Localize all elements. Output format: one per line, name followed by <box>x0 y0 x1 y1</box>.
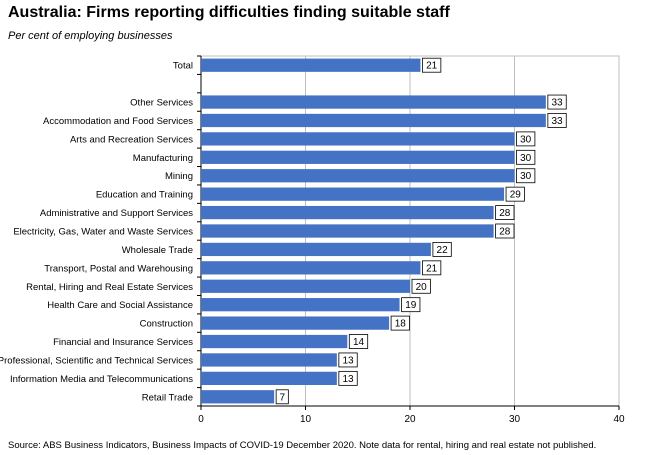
data-label-box <box>495 223 515 239</box>
data-label-box <box>338 352 358 368</box>
source-note: Source: ABS Business Indicators, Busines… <box>8 440 597 451</box>
data-label-box <box>516 131 536 147</box>
category-label: Administrative and Support Services <box>40 208 193 219</box>
bar <box>201 316 390 330</box>
bar <box>201 242 431 257</box>
category-label: Arts and Recreation Services <box>70 134 193 145</box>
category-label: Total <box>173 61 193 72</box>
data-label: 14 <box>353 337 365 348</box>
data-label: 13 <box>342 374 354 385</box>
bar <box>201 205 494 220</box>
data-label-box <box>495 205 515 220</box>
data-label-box <box>275 389 289 405</box>
category-label: Other Services <box>130 98 193 109</box>
data-label: 19 <box>405 300 417 311</box>
data-label: 30 <box>520 153 532 164</box>
x-tick-label: 0 <box>198 414 204 425</box>
bar <box>201 58 421 72</box>
data-label: 21 <box>426 61 438 72</box>
data-label-box <box>547 113 567 128</box>
bar <box>201 279 410 293</box>
bar <box>201 353 337 367</box>
x-tick-label: 30 <box>509 414 521 425</box>
category-label: Mining <box>165 171 193 182</box>
category-label: Health Care and Social Assistance <box>47 300 193 311</box>
bar <box>201 298 400 312</box>
data-label: 13 <box>342 355 354 366</box>
data-label-box <box>516 168 536 184</box>
data-label-box <box>338 370 358 386</box>
data-label: 30 <box>520 171 532 182</box>
category-label: Retail Trade <box>142 392 193 403</box>
data-label-box <box>411 278 431 294</box>
data-label-box <box>432 242 452 257</box>
bar <box>201 261 421 275</box>
data-label-box <box>505 186 525 202</box>
data-label: 28 <box>499 208 511 219</box>
bar <box>201 334 348 349</box>
category-label: Professional, Scientific and Technical S… <box>0 355 193 366</box>
category-label: Transport, Postal and Warehousing <box>44 263 193 274</box>
data-label: 33 <box>551 116 563 127</box>
data-label: 18 <box>395 319 407 330</box>
category-label: Education and Training <box>96 190 193 201</box>
bar <box>201 113 546 128</box>
data-label-box <box>348 334 369 349</box>
data-label-box <box>547 94 567 110</box>
x-tick-label: 40 <box>613 414 625 425</box>
category-label: Financial and Insurance Services <box>53 337 193 348</box>
category-label: Construction <box>140 319 193 330</box>
category-label: Wholesale Trade <box>122 245 193 256</box>
data-label-box <box>390 315 410 331</box>
data-label: 22 <box>437 245 449 256</box>
category-label: Rental, Hiring and Real Estate Services <box>26 282 193 293</box>
bar <box>201 224 494 238</box>
data-label: 30 <box>520 134 532 145</box>
data-label: 33 <box>551 98 563 109</box>
bar <box>201 390 275 404</box>
bar <box>201 371 337 385</box>
data-label: 29 <box>510 190 522 201</box>
bar <box>201 132 515 146</box>
data-label-box <box>516 149 536 165</box>
bar <box>201 187 505 201</box>
data-label-box <box>422 260 442 276</box>
data-label: 28 <box>499 227 511 238</box>
category-label: Electricity, Gas, Water and Waste Servic… <box>13 227 193 238</box>
x-tick-label: 20 <box>404 414 416 425</box>
category-label: Information Media and Telecommunications <box>10 374 193 385</box>
chart-subtitle: Per cent of employing businesses <box>8 30 173 42</box>
data-label: 7 <box>279 392 285 403</box>
data-label-box <box>401 297 421 313</box>
data-label-box <box>422 57 442 73</box>
chart-title: Australia: Firms reporting difficulties … <box>8 4 450 21</box>
data-label: 21 <box>426 263 438 274</box>
bar <box>201 169 515 183</box>
category-label: Accommodation and Food Services <box>43 116 193 127</box>
data-label: 20 <box>416 282 428 293</box>
x-tick-label: 10 <box>300 414 312 425</box>
bar <box>201 95 546 109</box>
bar <box>201 150 515 164</box>
category-label: Manufacturing <box>133 153 193 164</box>
